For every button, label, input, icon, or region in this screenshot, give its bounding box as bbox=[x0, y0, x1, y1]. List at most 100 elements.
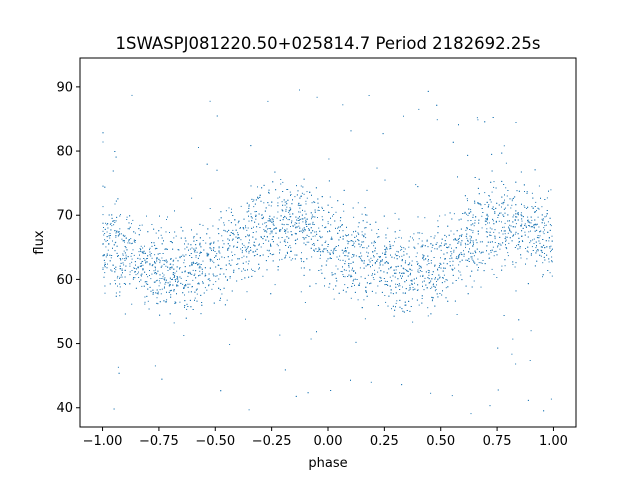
data-point bbox=[400, 275, 401, 277]
data-point bbox=[164, 301, 166, 303]
data-point bbox=[339, 230, 340, 232]
data-point bbox=[449, 261, 451, 263]
data-point bbox=[486, 215, 488, 216]
data-point bbox=[137, 267, 139, 269]
data-point bbox=[363, 299, 365, 301]
data-point bbox=[364, 227, 366, 229]
data-point bbox=[437, 269, 439, 271]
data-point bbox=[411, 279, 413, 281]
data-point bbox=[160, 234, 162, 236]
data-point bbox=[150, 278, 152, 280]
data-point bbox=[538, 226, 540, 228]
data-point bbox=[169, 267, 171, 268]
data-point bbox=[167, 270, 169, 271]
data-point bbox=[549, 217, 551, 219]
data-point bbox=[351, 240, 353, 241]
data-point bbox=[460, 244, 462, 246]
data-point bbox=[297, 204, 299, 206]
data-point bbox=[256, 253, 258, 255]
data-point bbox=[478, 267, 479, 268]
data-point bbox=[334, 247, 336, 249]
data-point bbox=[487, 217, 488, 219]
data-point bbox=[211, 288, 213, 290]
data-point bbox=[172, 274, 174, 276]
data-point bbox=[509, 224, 511, 226]
data-point bbox=[430, 260, 432, 261]
data-point bbox=[436, 248, 438, 250]
data-point bbox=[342, 289, 344, 291]
data-point bbox=[125, 283, 126, 285]
data-point bbox=[163, 278, 165, 280]
data-point bbox=[314, 209, 316, 211]
data-point bbox=[185, 240, 187, 242]
data-point bbox=[198, 263, 200, 265]
data-point bbox=[149, 286, 151, 288]
data-point bbox=[411, 260, 413, 262]
data-point bbox=[398, 283, 400, 285]
data-point bbox=[477, 269, 479, 271]
data-point bbox=[472, 232, 474, 234]
data-point bbox=[431, 286, 433, 288]
data-point bbox=[517, 213, 519, 215]
data-point bbox=[525, 225, 527, 227]
data-point bbox=[543, 227, 545, 229]
data-point bbox=[461, 259, 463, 261]
data-point bbox=[366, 221, 368, 223]
data-point bbox=[105, 256, 107, 258]
data-point bbox=[154, 272, 155, 274]
data-point bbox=[147, 283, 149, 285]
data-point bbox=[549, 224, 551, 225]
data-point bbox=[199, 265, 201, 267]
data-point bbox=[186, 246, 188, 248]
data-point bbox=[473, 225, 475, 227]
data-point bbox=[283, 240, 285, 242]
data-point bbox=[474, 177, 476, 178]
data-point bbox=[527, 399, 529, 401]
data-point bbox=[315, 231, 317, 233]
data-point bbox=[174, 231, 176, 233]
data-point bbox=[494, 213, 496, 214]
data-point bbox=[305, 221, 307, 222]
data-point bbox=[153, 270, 155, 272]
data-point bbox=[247, 269, 248, 271]
data-point bbox=[348, 263, 350, 265]
data-point bbox=[259, 194, 261, 196]
data-point bbox=[347, 235, 349, 236]
data-point bbox=[489, 227, 491, 229]
data-point bbox=[129, 271, 131, 273]
data-point bbox=[478, 178, 480, 180]
data-point bbox=[521, 225, 522, 227]
data-point bbox=[227, 238, 229, 240]
data-point bbox=[164, 248, 166, 250]
data-point bbox=[401, 272, 403, 274]
data-point bbox=[177, 281, 179, 283]
data-point bbox=[522, 241, 524, 242]
data-point bbox=[359, 256, 361, 258]
data-point bbox=[339, 236, 341, 238]
data-point bbox=[458, 241, 460, 243]
data-point bbox=[271, 232, 273, 234]
data-point bbox=[219, 252, 221, 254]
data-point bbox=[123, 283, 125, 284]
data-point bbox=[228, 263, 230, 265]
data-point bbox=[522, 216, 524, 218]
data-point bbox=[454, 267, 456, 269]
data-point bbox=[131, 261, 133, 263]
data-point bbox=[396, 300, 398, 302]
data-point bbox=[122, 272, 123, 274]
data-point bbox=[329, 196, 331, 198]
data-point bbox=[339, 220, 341, 222]
data-point bbox=[116, 230, 118, 232]
data-point bbox=[311, 256, 313, 258]
data-point bbox=[246, 247, 248, 249]
data-point bbox=[306, 226, 308, 227]
data-point bbox=[338, 226, 340, 228]
data-point bbox=[495, 187, 497, 189]
data-point bbox=[330, 249, 332, 251]
data-point bbox=[365, 265, 367, 267]
data-point bbox=[488, 205, 489, 207]
data-point bbox=[458, 124, 459, 126]
data-point bbox=[395, 255, 397, 257]
data-point bbox=[541, 218, 543, 220]
data-point bbox=[329, 253, 331, 255]
